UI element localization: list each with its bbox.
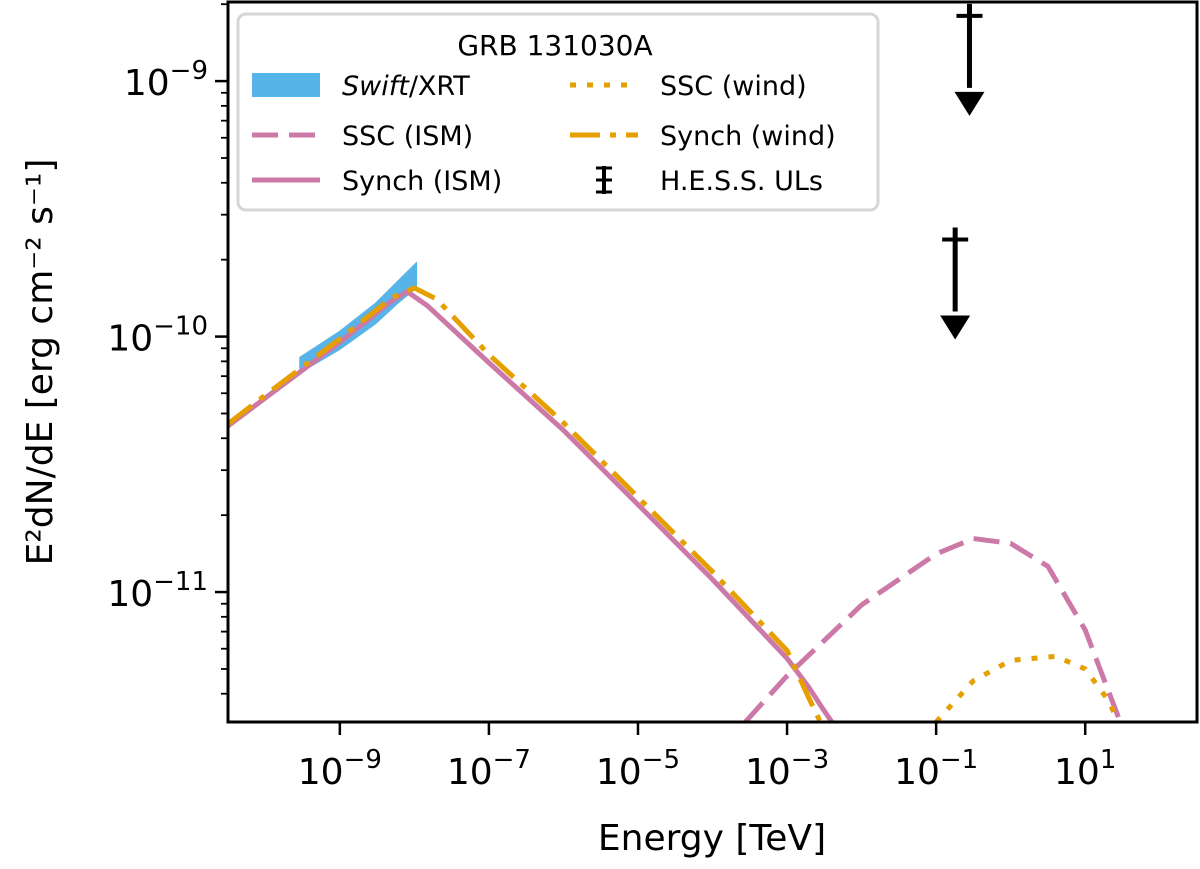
series-line-ssc-wind: [934, 653, 1121, 722]
x-tick-label: 101: [1054, 745, 1116, 793]
legend-label: Synch (wind): [660, 121, 836, 152]
legend-label: SSC (wind): [660, 71, 807, 102]
y-tick-label: 10−11: [107, 567, 208, 615]
upper-limit-arrow: [940, 315, 971, 340]
x-axis: 10−9 10−7 10−5 10−3 10−1 101: [298, 722, 1116, 793]
legend-entry: SSC (wind): [570, 71, 807, 102]
series-line-synch-wind: [228, 285, 823, 722]
legend-label: SSC (ISM): [342, 121, 473, 152]
plot-area: [228, 3, 1123, 722]
upper-limit-marker: [940, 227, 971, 340]
y-tick-label: 10−10: [107, 312, 208, 360]
x-tick-label: 10−1: [894, 745, 978, 793]
upper-limit-arrow: [954, 91, 985, 116]
legend-entry: H.E.S.S. ULs: [596, 166, 823, 197]
series-line-synch-ism: [228, 289, 834, 722]
legend-entry: SSC (ISM): [252, 121, 473, 152]
x-tick-label: 10−3: [745, 745, 829, 793]
legend-entry: Swift/XRT: [252, 71, 470, 102]
x-tick-label: 10−5: [596, 745, 680, 793]
y-tick-label: 10−9: [124, 56, 208, 104]
series-line-ssc-ism: [743, 536, 1123, 722]
x-axis-label: Energy [TeV]: [598, 818, 826, 859]
legend-entry: Synch (wind): [570, 121, 836, 152]
legend-box: [236, 12, 880, 212]
upper-limit-marker: [954, 3, 985, 116]
legend-label: Synch (ISM): [342, 166, 502, 197]
y-axis-label: E²dN/dE [erg cm⁻² s⁻¹]: [20, 159, 61, 566]
legend-title: GRB 131030A: [457, 29, 652, 62]
x-tick-label: 10−7: [447, 745, 531, 793]
y-axis: 10−9 10−10 10−11: [107, 3, 228, 695]
legend-label: H.E.S.S. ULs: [660, 166, 823, 197]
legend: GRB 131030A Swift/XRT SSC (ISM) Synch (ISM…: [236, 12, 880, 212]
x-tick-label: 10−9: [298, 745, 382, 793]
legend-entry: Synch (ISM): [252, 166, 502, 197]
legend-swatch-band: [252, 73, 320, 97]
legend-label: Swift/XRT: [342, 71, 470, 102]
